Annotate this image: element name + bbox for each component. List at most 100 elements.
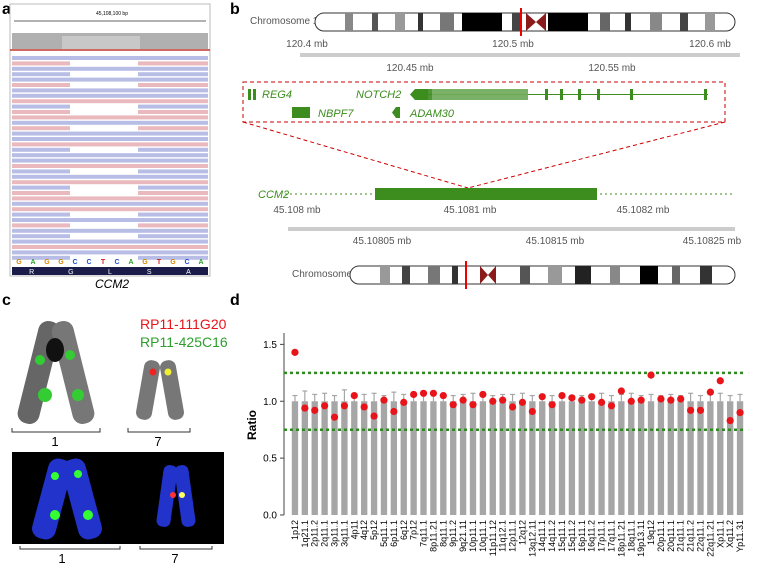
read <box>12 77 208 82</box>
x-tick-label: 16q11.2 <box>587 520 597 552</box>
ratio-point <box>350 391 358 400</box>
bar <box>568 401 576 515</box>
base: G <box>58 259 64 266</box>
read <box>12 88 208 93</box>
x-tick-label: 19p13.11 <box>636 520 646 557</box>
x-tick-label: 1p12 <box>290 520 300 540</box>
base: C <box>184 259 189 266</box>
ratio-point <box>657 395 665 403</box>
bar <box>400 401 407 515</box>
ratio-point <box>578 396 586 404</box>
amino-acid: S <box>147 269 152 276</box>
read <box>12 228 208 233</box>
bar <box>667 401 674 515</box>
base: A <box>198 259 203 266</box>
scale-label: 45.10805 mb <box>353 236 412 247</box>
read <box>138 234 208 239</box>
x-tick-label: 6p11.1 <box>389 520 399 547</box>
chromosome-number: 1 <box>58 551 65 566</box>
bar <box>578 401 585 515</box>
scale-label: 120.55 mb <box>588 63 636 74</box>
bar <box>459 401 467 515</box>
ratio-chart: 0.0 0.5 1.0 1.5 1p12 1q21.1 2p11.2 2q11.1 3p11.1… <box>263 333 745 557</box>
read <box>12 153 208 158</box>
x-tick-label: 3p11.1 <box>330 520 340 547</box>
read <box>12 223 70 228</box>
bar <box>469 401 477 515</box>
ratio-point <box>716 377 724 385</box>
bracket <box>127 428 191 433</box>
x-tick-label: 22q11.1 <box>695 520 705 552</box>
read <box>12 142 208 147</box>
chromosome-number: 1 <box>51 434 58 449</box>
x-tick-label: 15q11.1 <box>557 520 567 552</box>
chromosome-label: Chromosome 7 <box>292 269 361 280</box>
zoom-line <box>467 121 726 189</box>
y-tick-label: 0.0 <box>263 511 277 522</box>
read <box>138 72 208 77</box>
ratio-point <box>726 416 734 425</box>
x-tick-label: 10p11.1 <box>468 520 478 552</box>
bar <box>410 401 417 515</box>
ratio-point <box>568 394 576 402</box>
ratio-point <box>686 406 695 414</box>
ratio-point <box>588 393 596 401</box>
bar <box>717 401 724 515</box>
ratio-point <box>489 397 497 405</box>
read <box>12 234 70 239</box>
bar <box>450 401 457 515</box>
amino-acid: L <box>108 269 112 276</box>
ratio-point <box>370 412 378 420</box>
read <box>138 104 208 109</box>
read <box>12 180 208 185</box>
base: C <box>72 259 77 266</box>
bar <box>301 401 309 515</box>
gene-name: REG4 <box>262 89 292 101</box>
x-tick-label: 10q11.1 <box>478 520 488 552</box>
read <box>138 83 208 87</box>
bar <box>440 401 447 515</box>
ratio-point <box>607 402 616 410</box>
scale-label: 45.10815 mb <box>526 236 585 247</box>
x-tick-label: 5p12 <box>369 520 379 540</box>
bar <box>509 401 516 515</box>
x-tick-label: 18p11.21 <box>616 520 626 557</box>
ratio-point <box>429 389 438 397</box>
bracket <box>139 546 213 550</box>
ccm2-model <box>375 188 597 200</box>
fish-color-chromosomes <box>32 458 196 540</box>
x-tick-label: 9q21.11 <box>458 520 468 552</box>
ratio-point <box>330 413 339 421</box>
panel-letter: b <box>230 1 240 18</box>
read <box>138 169 208 174</box>
x-tick-label: 19q12 <box>646 520 656 545</box>
ratio-point <box>410 390 418 399</box>
ratio-point <box>400 398 408 406</box>
x-tick-label: 21q11.2 <box>686 520 696 552</box>
base: G <box>170 259 176 266</box>
bar <box>519 401 526 515</box>
x-tick-label: 20q11.1 <box>666 520 676 552</box>
scale-label: 45.10825 mb <box>683 236 742 247</box>
scale-label: 120.5 mb <box>492 39 534 50</box>
ratio-point <box>706 388 714 396</box>
read <box>138 110 208 114</box>
x-tick-label: 11p11.12 <box>488 520 498 556</box>
read <box>138 61 208 66</box>
panel-letter: d <box>230 292 240 309</box>
read <box>12 120 208 125</box>
x-tick-label: 20p11.1 <box>656 520 666 552</box>
x-tick-label: 22q11.21 <box>705 520 715 557</box>
read <box>12 218 208 222</box>
ratio-point <box>558 391 566 400</box>
ratio-point <box>499 396 507 404</box>
ratio-point <box>667 396 675 404</box>
ratio-point <box>439 391 447 400</box>
x-tick-label: 8q11.1 <box>438 520 448 547</box>
scale-label: 45.1081 mb <box>444 205 497 216</box>
gene-label: CCM2 <box>95 277 129 291</box>
scale-label: 120.45 mb <box>386 63 434 74</box>
base: G <box>16 259 22 266</box>
base: A <box>128 259 133 266</box>
